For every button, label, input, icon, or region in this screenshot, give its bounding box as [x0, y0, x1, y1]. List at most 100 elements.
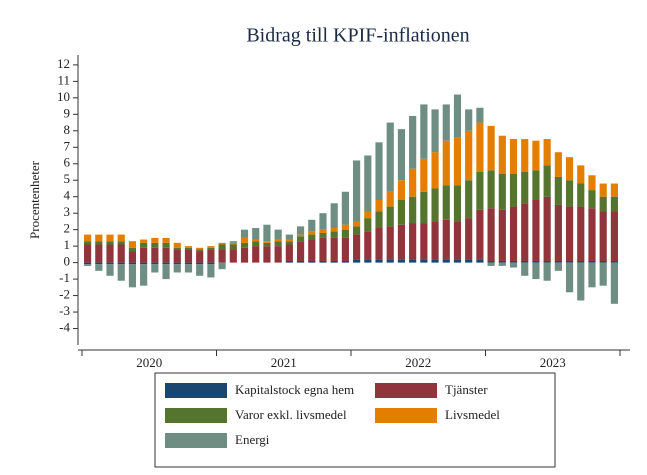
bar-segment — [240, 247, 249, 263]
y-tick-label: 8 — [64, 122, 71, 137]
bar-segment — [554, 152, 562, 177]
bar-segment — [453, 259, 462, 263]
bar-segment — [308, 260, 316, 263]
legend-label: Tjänster — [445, 382, 488, 397]
bar-segment — [453, 137, 462, 186]
bar-segment — [140, 247, 148, 263]
y-tick-label: -1 — [59, 270, 70, 285]
bar-segment — [487, 260, 495, 263]
legend-label: Energi — [235, 432, 270, 447]
bar-segment — [162, 242, 170, 248]
bar-segment — [543, 262, 551, 281]
bar-segment — [453, 185, 462, 222]
bar-segment — [330, 237, 338, 261]
bar-segment — [565, 260, 574, 263]
bar-segment — [565, 157, 574, 181]
bar-segment — [106, 262, 114, 265]
bar-segment — [240, 242, 249, 248]
bar-segment — [95, 262, 103, 265]
bar-segment — [330, 260, 338, 263]
bar-segment — [252, 239, 260, 242]
bar-segment — [364, 155, 372, 212]
legend-swatch — [165, 408, 227, 423]
bar-segment — [409, 223, 417, 260]
bar-segment — [229, 249, 237, 263]
bar-segment — [207, 247, 215, 250]
bar-segment — [285, 239, 293, 242]
bar-segment — [319, 213, 327, 230]
bar-segment — [285, 244, 293, 261]
bar-segment — [375, 142, 383, 200]
bar-segment — [162, 247, 170, 263]
bar-segment — [599, 183, 607, 197]
bar-segment — [296, 234, 305, 237]
bar-segment — [521, 139, 529, 172]
legend-swatch — [165, 433, 227, 448]
y-tick-label: 5 — [64, 171, 71, 186]
bar-segment — [274, 241, 282, 247]
bar-segment — [498, 173, 506, 210]
bar-segment — [196, 249, 204, 252]
bar-segment — [577, 165, 585, 184]
bar-segment — [353, 160, 361, 222]
bar-segment — [521, 260, 529, 263]
y-tick-label: -3 — [59, 303, 70, 318]
bar-segment — [409, 196, 417, 224]
bar-segment — [173, 262, 181, 265]
bar-segment — [364, 218, 372, 232]
bar-segment — [95, 264, 103, 271]
bar-segment — [84, 244, 92, 263]
bar-segment — [509, 206, 518, 261]
bar-segment — [375, 228, 383, 260]
bar-segment — [117, 244, 125, 263]
bar-segment — [330, 203, 338, 229]
bar-segment — [285, 260, 293, 263]
bar-segment — [218, 242, 226, 245]
bar-segment — [140, 262, 148, 265]
bar-segment — [465, 130, 473, 181]
bar-segment — [409, 259, 417, 263]
bar-segment — [207, 249, 215, 263]
bar-segment — [117, 241, 125, 245]
bar-segment — [420, 223, 428, 260]
bar-segment — [487, 208, 495, 261]
bar-segment — [252, 228, 260, 240]
y-tick-label: 0 — [64, 254, 71, 269]
bar-segment — [341, 224, 349, 230]
bar-segment — [196, 247, 204, 250]
bar-segment — [521, 171, 529, 204]
bar-segment — [397, 224, 406, 260]
bar-segment — [420, 158, 428, 192]
bar-segment — [409, 168, 417, 197]
bar-segment — [106, 244, 114, 263]
x-group-label: 2021 — [271, 355, 297, 370]
y-tick-label: 9 — [64, 105, 71, 120]
bar-segment — [554, 260, 562, 263]
bar-segment — [95, 234, 103, 242]
bar-segment — [151, 237, 159, 243]
bar-segment — [84, 264, 92, 266]
bar-segment — [274, 239, 282, 242]
bar-segment — [532, 260, 540, 263]
bar-segment — [599, 262, 607, 286]
bar-segment — [498, 209, 506, 261]
bar-segment — [341, 237, 349, 261]
bar-segment — [263, 224, 271, 242]
bar-segment — [397, 259, 406, 263]
bar-segment — [610, 211, 618, 261]
bar-segment — [599, 260, 607, 263]
bar-segment — [577, 260, 585, 263]
bar-segment — [240, 229, 249, 238]
bar-segment — [577, 183, 585, 207]
bar-segment — [476, 171, 484, 210]
y-tick-label: 1 — [64, 237, 71, 252]
bar-segment — [319, 260, 327, 263]
bar-segment — [386, 259, 394, 263]
bar-segment — [554, 262, 562, 271]
y-tick-label: 10 — [57, 89, 70, 104]
bar-segment — [296, 226, 305, 235]
bar-segment — [117, 234, 125, 242]
bar-segment — [588, 190, 596, 209]
bar-segment — [252, 246, 260, 263]
bar-segment — [285, 241, 293, 245]
